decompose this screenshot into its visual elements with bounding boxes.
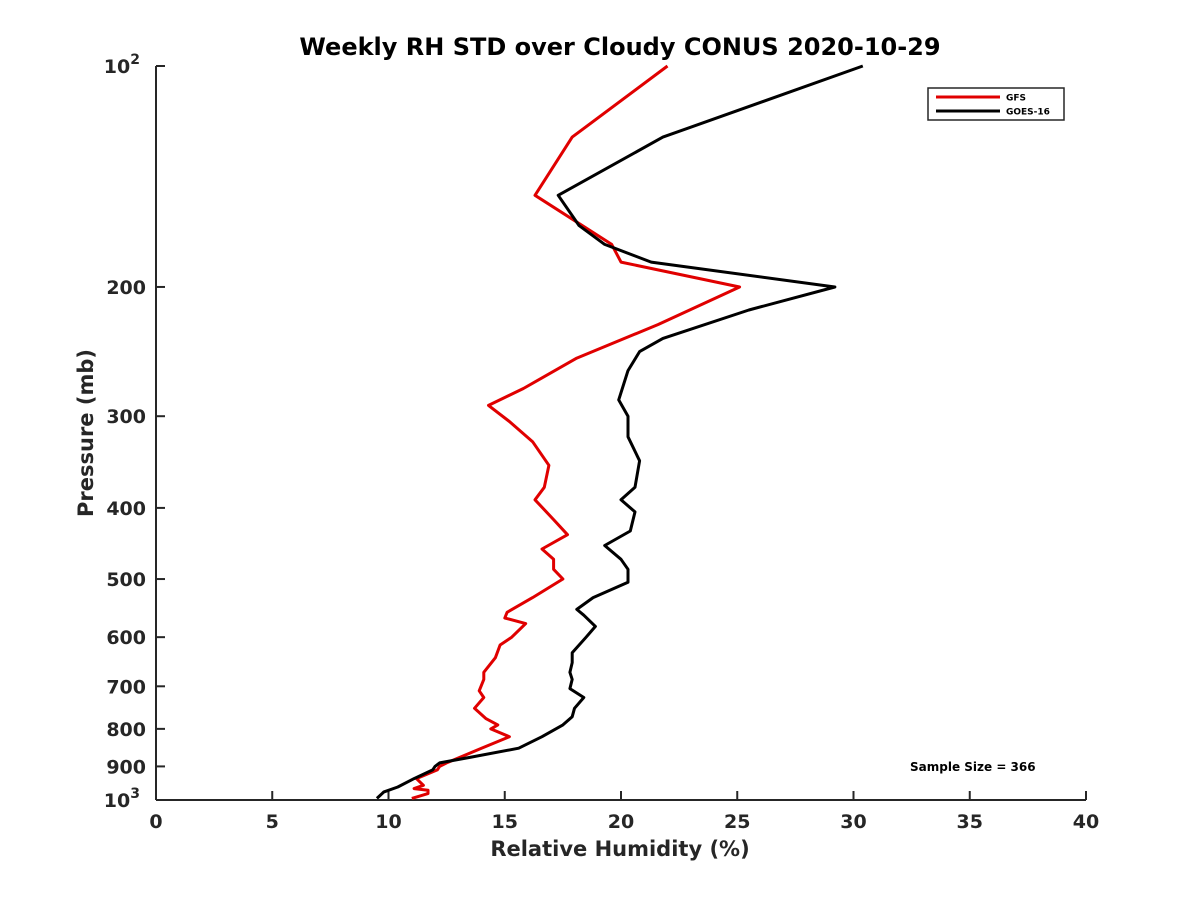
x-axis-label: Relative Humidity (%) [490,837,749,861]
x-tick-label: 35 [957,811,983,833]
x-tick-label: 40 [1073,811,1099,833]
series-line-gfs [411,64,742,800]
y-tick-label: 103 [104,786,140,812]
legend-box [927,87,1065,121]
sample-size-annotation: Sample Size = 366 [910,760,1036,774]
y-tick-label: 102 [104,52,140,78]
series-layer [375,64,864,800]
y-axis-label: Pressure (mb) [74,349,98,517]
y-tick-label: 300 [106,406,146,428]
plot-axes: 0 5 10 15 20 25 30 35 40 102 200 300 400 500 600 700 800… [104,52,1099,833]
x-tick-label: 10 [375,811,401,833]
series-line-goes-16 [375,64,864,800]
x-tick-label: 5 [266,811,279,833]
y-tick-label: 600 [106,627,146,649]
x-tick-label: 20 [608,811,634,833]
chart-title: Weekly RH STD over Cloudy CONUS 2020-10-… [299,33,940,61]
y-tick-label: 900 [106,756,146,778]
legend-label: GFS [1006,94,1026,104]
y-tick-label: 800 [106,719,146,741]
x-tick-label: 15 [492,811,518,833]
y-tick-label: 500 [106,569,146,591]
legend: GFS GOES-16 [927,87,1065,121]
x-tick-label: 30 [840,811,866,833]
y-tick-label: 400 [106,498,146,520]
legend-label: GOES-16 [1006,108,1050,118]
y-tick-label: 700 [106,676,146,698]
x-tick-label: 0 [149,811,162,833]
y-tick-label: 200 [106,277,146,299]
x-tick-label: 25 [724,811,750,833]
